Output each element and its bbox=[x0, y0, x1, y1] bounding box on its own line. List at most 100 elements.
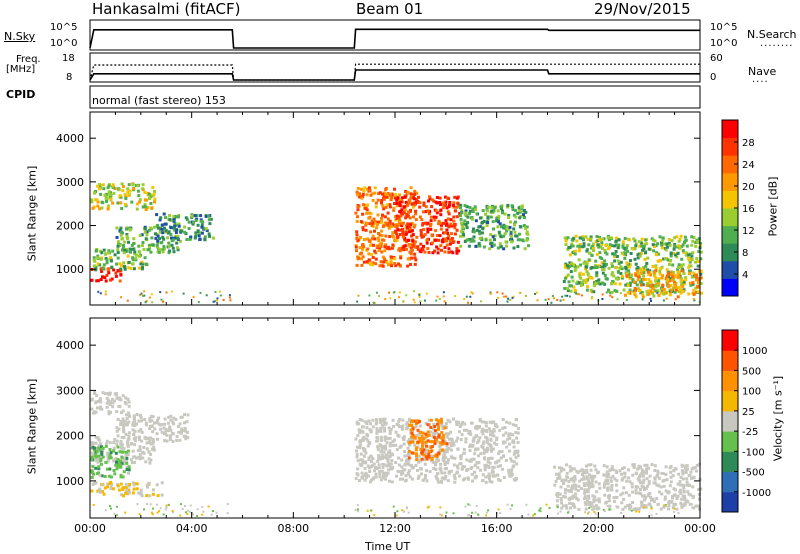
velocity-cell-2-60 bbox=[130, 461, 134, 465]
power-cell-3-76 bbox=[131, 183, 135, 187]
velocity-cell-7-231 bbox=[664, 465, 668, 469]
velocity-cell-3-58 bbox=[116, 445, 120, 449]
velocity-cell-5-192 bbox=[437, 480, 441, 484]
velocity-cell-2-68 bbox=[119, 441, 123, 445]
power-ground-cell-171 bbox=[605, 291, 608, 294]
velocity-cell-5-296 bbox=[438, 422, 442, 426]
velocity-cell-7-34 bbox=[635, 508, 639, 511]
power-cell-7-207 bbox=[493, 206, 497, 209]
power-cell-8-547 bbox=[610, 262, 614, 266]
velocity-cell-6-101 bbox=[427, 450, 431, 453]
velocity-cell-1-74 bbox=[167, 421, 170, 425]
power-cell-6-135 bbox=[416, 245, 420, 249]
velocity-cell-1-95 bbox=[123, 419, 127, 423]
velocity-cell-4-44 bbox=[128, 482, 132, 486]
velocity-cell-7-197 bbox=[671, 474, 675, 478]
power-cell-6-208 bbox=[451, 251, 455, 255]
power-cell-8-420 bbox=[627, 265, 631, 269]
power-cell-8-228 bbox=[696, 264, 700, 268]
velocity-cell-0-46 bbox=[90, 407, 94, 411]
velocity-cell-5-705 bbox=[388, 436, 392, 440]
power-cell-3-114 bbox=[147, 192, 151, 196]
velocity-cell-7-162 bbox=[680, 463, 684, 467]
power-cell-2-7 bbox=[145, 230, 149, 234]
velocity-cell-5-416 bbox=[368, 466, 372, 470]
velocity-cell-5-577 bbox=[489, 437, 493, 441]
velocity-cell-5-421 bbox=[392, 425, 396, 428]
power-cell-5-218 bbox=[379, 260, 383, 264]
power-ground-cell-21 bbox=[550, 301, 553, 304]
velocity-cell-5-22 bbox=[516, 431, 520, 435]
velocity-cell-7-144 bbox=[680, 505, 684, 509]
velocity-cell-7-234 bbox=[607, 499, 611, 503]
velocity-cell-7-226 bbox=[621, 476, 625, 480]
power-cell-8-493 bbox=[672, 247, 676, 251]
velocity-cell-5-177 bbox=[453, 480, 457, 484]
velocity-cell-6-72 bbox=[440, 442, 444, 446]
power-cell-9-88 bbox=[660, 276, 664, 280]
velocity-cell-5-702 bbox=[514, 456, 518, 460]
power-cell-4-52 bbox=[198, 238, 202, 241]
velocity-cell-5-346 bbox=[440, 480, 444, 484]
velocity-cell-5-95 bbox=[397, 418, 401, 421]
power-ground-cell-131 bbox=[506, 300, 509, 303]
velocity-cell-5-156 bbox=[382, 450, 386, 454]
power-colorbar-tick-label-6: 4 bbox=[742, 270, 748, 281]
power-cell-7-116 bbox=[477, 225, 481, 229]
velocity-cell-7-117 bbox=[583, 488, 587, 492]
power-cell-6-106 bbox=[448, 201, 452, 204]
velocity-cell-5-225 bbox=[363, 478, 367, 482]
velocity-cell-6-103 bbox=[431, 440, 435, 444]
velocity-cell-7-283 bbox=[662, 478, 666, 482]
velocity-cell-0-51 bbox=[101, 391, 105, 395]
velocity-cell-7-135 bbox=[565, 463, 569, 467]
power-cell-8-552 bbox=[597, 237, 601, 241]
power-cell-7-61 bbox=[493, 234, 497, 238]
velocity-cell-7-363 bbox=[641, 481, 645, 485]
velocity-cell-7-54 bbox=[642, 478, 646, 482]
power-cell-8-494 bbox=[655, 253, 659, 257]
power-cell-5-313 bbox=[362, 245, 366, 249]
velocity-cell-1-99 bbox=[162, 432, 166, 436]
power-cell-8-441 bbox=[634, 262, 638, 266]
velocity-cell-7-451 bbox=[681, 483, 685, 487]
velocity-cell-5-479 bbox=[421, 478, 425, 482]
power-cell-8-339 bbox=[656, 252, 660, 256]
velocity-cell-5-252 bbox=[419, 467, 423, 471]
power-cell-2-59 bbox=[159, 227, 162, 231]
velocity-cell-3-40 bbox=[113, 472, 117, 476]
velocity-cell-6-99 bbox=[437, 427, 440, 431]
power-cell-3-26 bbox=[128, 189, 132, 193]
velocity-ground-cell-71 bbox=[511, 504, 514, 507]
power-cell-2-92 bbox=[147, 228, 151, 232]
velocity-cell-2-21 bbox=[137, 436, 141, 440]
power-cell-8-298 bbox=[624, 283, 628, 287]
velocity-cell-5-214 bbox=[465, 458, 469, 462]
power-cell-7-134 bbox=[509, 234, 513, 238]
power-cell-8-370 bbox=[678, 246, 682, 250]
power-cell-7-10 bbox=[500, 225, 503, 229]
velocity-cell-5-640 bbox=[383, 435, 387, 439]
power-cell-6-55 bbox=[444, 223, 448, 227]
power-cell-6-169 bbox=[398, 210, 402, 214]
power-cell-8-310 bbox=[587, 258, 591, 262]
velocity-cell-6-45 bbox=[436, 419, 440, 423]
velocity-cell-6-98 bbox=[435, 438, 439, 442]
velocity-cell-1-47 bbox=[115, 429, 119, 433]
power-cell-3-104 bbox=[132, 187, 135, 191]
power-cell-0-28 bbox=[103, 276, 107, 280]
power-cell-4-12 bbox=[173, 221, 177, 225]
power-cell-4-57 bbox=[156, 226, 160, 230]
power-cell-3-6 bbox=[141, 205, 145, 209]
velocity-cell-7-265 bbox=[557, 466, 561, 470]
velocity-cell-7-400 bbox=[656, 503, 660, 506]
power-cell-8-27 bbox=[688, 260, 692, 264]
power-cell-2-11 bbox=[149, 250, 153, 254]
power-cell-8-164 bbox=[694, 241, 698, 245]
power-cell-3-71 bbox=[106, 186, 110, 190]
velocity-ground-cell-111 bbox=[392, 505, 395, 508]
power-cell-4-86 bbox=[163, 222, 167, 226]
velocity-cell-7-468 bbox=[574, 484, 578, 488]
power-cell-6-230 bbox=[425, 241, 429, 245]
power-cell-5-62 bbox=[398, 228, 402, 232]
